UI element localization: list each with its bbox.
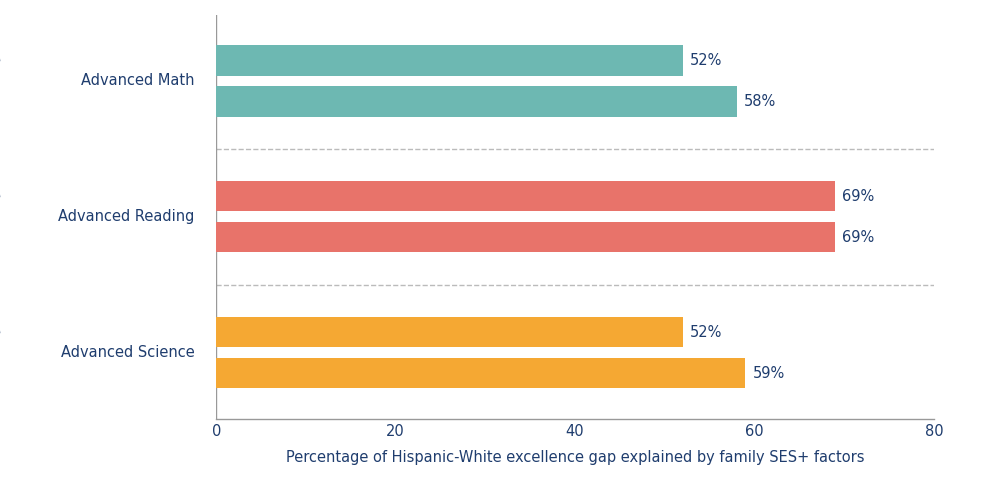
Text: Advanced Reading: Advanced Reading	[58, 209, 195, 224]
X-axis label: Percentage of Hispanic-White excellence gap explained by family SES+ factors: Percentage of Hispanic-White excellence …	[286, 450, 864, 465]
Text: 58%: 58%	[744, 94, 776, 109]
Bar	[216, 358, 745, 388]
Text: 52%: 52%	[690, 325, 723, 339]
Bar	[216, 317, 682, 347]
Text: Advanced Math: Advanced Math	[82, 74, 195, 88]
Text: 52%: 52%	[690, 53, 723, 68]
Text: 69%: 69%	[842, 188, 875, 204]
Text: 5th grade: 5th grade	[0, 230, 1, 245]
Bar	[216, 181, 836, 211]
Text: 69%: 69%	[842, 230, 875, 245]
Text: Advanced Science: Advanced Science	[61, 345, 195, 360]
Text: 5th grade: 5th grade	[0, 94, 1, 109]
Bar	[216, 45, 682, 75]
Bar	[216, 222, 836, 252]
Text: 5th grade: 5th grade	[0, 366, 1, 381]
Text: 1st grade: 1st grade	[0, 188, 1, 204]
Text: 59%: 59%	[753, 366, 784, 381]
Text: 1st grade: 1st grade	[0, 325, 1, 339]
Text: 1st grade: 1st grade	[0, 53, 1, 68]
Bar	[216, 86, 736, 116]
